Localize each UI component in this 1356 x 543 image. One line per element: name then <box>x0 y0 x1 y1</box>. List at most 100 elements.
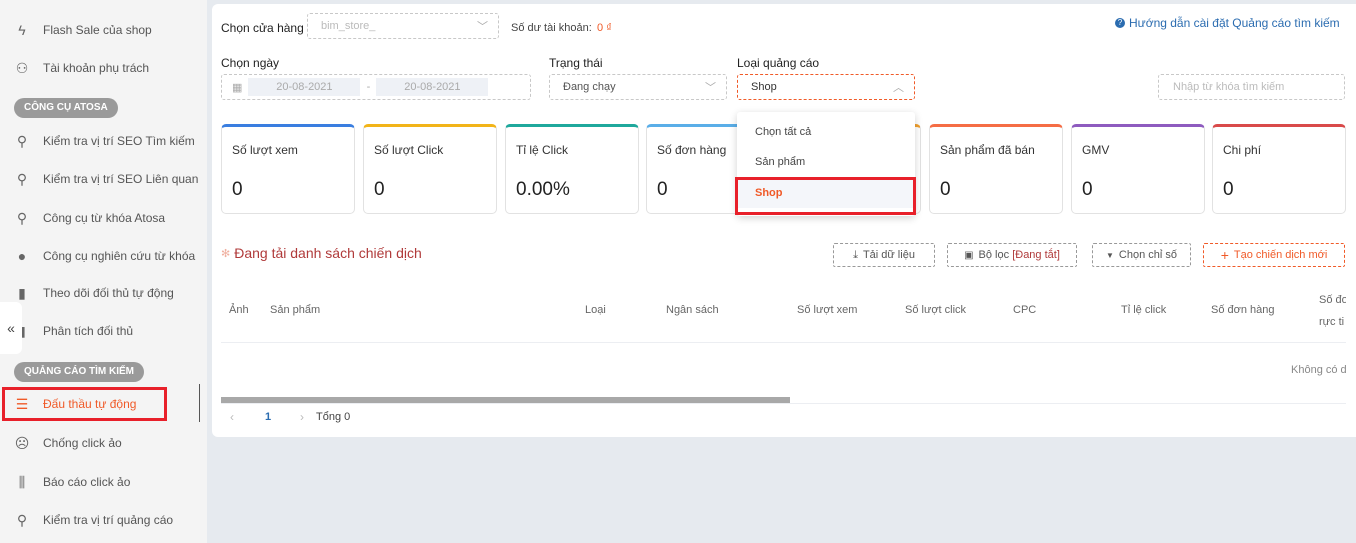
question-icon: ? <box>1115 18 1125 28</box>
download-button[interactable]: ⤓ Tải dữ liệu <box>833 243 935 267</box>
sidebar-item-label: Tài khoản phụ trách <box>43 61 150 75</box>
sidebar-item[interactable]: ☰ Đấu thầu tự động <box>0 389 200 419</box>
search-icon: ⚲ <box>16 170 28 187</box>
status-select[interactable]: Đang chạy ﹀ <box>549 74 727 100</box>
lightning-icon: ϟ <box>18 22 26 38</box>
column-header: Tỉ lệ click <box>1121 304 1167 316</box>
help-link[interactable]: ? Hướng dẫn cài đặt Quảng cáo tìm kiếm <box>1115 16 1340 30</box>
chevron-down-icon: ﹀ <box>705 82 716 94</box>
column-header: Số lượt xem <box>797 304 858 316</box>
sidebar-item[interactable]: ● Công cụ nghiên cứu từ khóa <box>0 241 200 271</box>
sidebar-item[interactable]: ⚲ Kiểm tra vị trí SEO Liên quan <box>0 164 200 194</box>
search-icon: ⚲ <box>16 132 28 149</box>
column-header: Sản phẩm <box>270 304 321 316</box>
chevron-down-icon: ﹀ <box>477 21 488 33</box>
highlight-box <box>2 387 167 421</box>
sidebar-item[interactable]: ⚇ Tài khoản phụ trách <box>0 53 200 83</box>
option-product[interactable]: Sản phẩm <box>755 156 806 168</box>
total-count: Tổng 0 <box>316 411 351 423</box>
sidebar-item[interactable]: ☹ Chống click ảo <box>0 428 200 458</box>
balance-label: Số dư tài khoản: <box>511 22 592 34</box>
active-indicator <box>199 384 200 422</box>
metric-title: GMV <box>1082 143 1110 157</box>
sidebar-item-label: Kiểm tra vị trí SEO Tìm kiếm <box>43 134 195 148</box>
filter-state: [Đang tắt] <box>1012 249 1060 261</box>
metric-card: Tỉ lệ Click 0.00% <box>505 124 639 214</box>
search-icon: ⚲ <box>16 511 28 528</box>
column-header: Loại <box>585 304 606 316</box>
date-to[interactable]: 20-08-2021 <box>376 78 489 96</box>
metric-card: Số lượt xem 0 <box>221 124 355 214</box>
spinner-icon: ✻ <box>221 248 231 260</box>
sidebar-item-label: Đấu thầu tự động <box>43 397 137 411</box>
horizontal-scrollbar[interactable] <box>221 397 790 403</box>
search-input[interactable]: Nhập từ khóa tìm kiếm <box>1158 74 1345 100</box>
divider <box>221 403 1346 404</box>
sidebar-item-label: Theo dõi đối thủ tự động <box>43 286 174 300</box>
metric-value: 0 <box>1082 179 1093 200</box>
menu-icon: ☰ <box>15 395 29 412</box>
report-icon: ⫼ <box>18 473 26 490</box>
date-label: Chọn ngày <box>221 56 280 70</box>
bar-chart-icon: ▮ <box>18 284 26 301</box>
loading-title-text: Đang tải danh sách chiến dịch <box>234 245 422 261</box>
sidebar-item[interactable]: ▮ Theo dõi đối thủ tự động <box>0 278 200 308</box>
ad-type-dropdown: Chọn tất cả Sản phẩm Shop <box>735 112 916 216</box>
sidebar-item[interactable]: ⚲ Công cụ từ khóa Atosa <box>0 203 200 233</box>
sidebar-item[interactable]: ▮ Phân tích đối thủ <box>0 316 200 346</box>
column-header: CPC <box>1013 304 1037 316</box>
option-shop[interactable]: Shop <box>737 178 915 208</box>
main-panel <box>212 4 1356 437</box>
metric-title: Số lượt xem <box>232 143 298 157</box>
status-label: Trạng thái <box>549 56 603 70</box>
sidebar-item-label: Flash Sale của shop <box>43 23 152 37</box>
column-header: Số đơn hàng <box>1211 304 1275 316</box>
metric-value: 0 <box>940 179 951 200</box>
date-from[interactable]: 20-08-2021 <box>248 78 361 96</box>
empty-text: Không có d <box>1291 364 1346 376</box>
page-number[interactable]: 1 <box>265 411 272 423</box>
choose-metrics-button[interactable]: ▼ Chọn chỉ số <box>1092 243 1191 267</box>
bulb-icon: ● <box>17 248 27 264</box>
sidebar: ϟ Flash Sale của shop ⚇ Tài khoản phụ trách… <box>0 0 207 543</box>
loading-title: ✻ Đang tải danh sách chiến dịch <box>221 245 422 261</box>
option-select-all[interactable]: Chọn tất cả <box>755 126 812 138</box>
sidebar-item[interactable]: ⚲ Kiểm tra vị trí SEO Tìm kiếm <box>0 126 200 156</box>
search-placeholder: Nhập từ khóa tìm kiếm <box>1173 81 1285 93</box>
chevron-up-icon: ︿ <box>893 82 904 94</box>
collapse-sidebar-button[interactable]: « <box>0 302 22 354</box>
metric-title: Số lượt Click <box>374 143 444 157</box>
next-page-icon[interactable]: › <box>300 410 304 424</box>
caret-down-icon: ▼ <box>1105 250 1114 260</box>
sidebar-item-label: Kiểm tra vị trí quảng cáo <box>43 513 174 527</box>
download-icon: ⤓ <box>853 248 858 261</box>
filter-label: Bộ lọc <box>978 249 1013 261</box>
sidebar-item[interactable]: ϟ Flash Sale của shop <box>0 15 200 45</box>
metric-value: 0 <box>232 179 243 200</box>
prev-page-icon[interactable]: ‹ <box>230 410 234 424</box>
metrics-label: Chọn chỉ số <box>1118 249 1177 261</box>
store-select[interactable]: bim_store_ ﹀ <box>307 13 499 39</box>
user-icon: ⚇ <box>15 59 29 76</box>
metric-title: Số đơn hàng <box>657 143 727 157</box>
section-badge-search-ads: QUẢNG CÁO TÌM KIẾM <box>14 362 144 382</box>
date-range-picker[interactable]: ▦ 20-08-2021 - 20-08-2021 <box>221 74 531 100</box>
balance-value: 0 ₫ <box>597 22 612 34</box>
store-value: bim_store_ <box>321 20 376 32</box>
filter-button[interactable]: ▣ Bộ lọc [Đang tắt] <box>947 243 1077 267</box>
ad-type-label: Loại quảng cáo <box>737 56 820 70</box>
metric-title: Chi phí <box>1223 143 1262 157</box>
date-separator: - <box>366 81 371 93</box>
create-campaign-button[interactable]: + Tạo chiến dịch mới <box>1203 243 1345 267</box>
sidebar-item[interactable]: ⫼ Báo cáo click ảo <box>0 467 200 497</box>
column-header: rực ti <box>1319 316 1345 328</box>
ad-type-value: Shop <box>751 81 777 93</box>
help-link-text: Hướng dẫn cài đặt Quảng cáo tìm kiếm <box>1129 16 1340 30</box>
metric-value: 0 <box>657 179 668 200</box>
metric-card: GMV 0 <box>1071 124 1205 214</box>
sidebar-item[interactable]: ⚲ Kiểm tra vị trí quảng cáo <box>0 505 200 535</box>
filter-icon: ▣ <box>964 249 974 261</box>
store-label: Chọn cửa hàng <box>221 21 304 35</box>
ad-type-select[interactable]: Shop ︿ <box>737 74 915 100</box>
create-label: Tạo chiến dịch mới <box>1233 249 1328 261</box>
